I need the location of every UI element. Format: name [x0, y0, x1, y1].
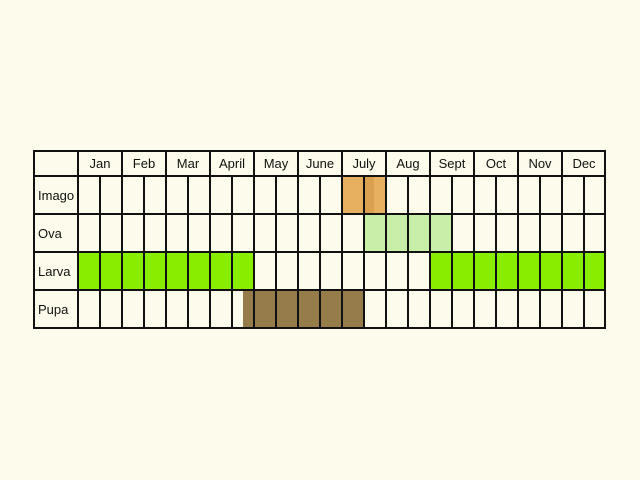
grid-line: [99, 176, 101, 328]
grid-line: [121, 150, 123, 328]
month-header-july: July: [352, 155, 376, 171]
row-label-ova: Ova: [38, 225, 62, 241]
row-label-imago: Imago: [38, 187, 75, 203]
grid-line: [473, 150, 475, 328]
month-header-oct: Oct: [485, 155, 507, 171]
grid-line: [517, 150, 519, 328]
grid-line: [77, 150, 79, 328]
life-cycle-chart: Jan Feb Mar April May June July Aug Sept Oct Nov De…: [33, 150, 606, 329]
larva-phase-cell: [188, 252, 210, 290]
pupa-phase-cell: [276, 290, 298, 328]
pupa-phase-cell: [342, 290, 364, 328]
grid-line: [33, 150, 606, 152]
larva-phase-cell: [474, 252, 496, 290]
imago-phase-cell: [342, 176, 364, 214]
ova-phase-cell: [364, 214, 386, 252]
grid-line: [341, 150, 343, 328]
larva-phase-cell: [518, 252, 540, 290]
month-header-jan: Jan: [89, 155, 111, 171]
grid-line: [363, 176, 365, 328]
larva-phase-cell: [210, 252, 232, 290]
grid-line: [561, 150, 563, 328]
grid-line: [143, 176, 145, 328]
month-header-nov: Nov: [528, 155, 552, 171]
grid-line: [539, 176, 541, 328]
month-header-feb: Feb: [132, 155, 156, 171]
month-header-mar: Mar: [176, 155, 200, 171]
larva-phase-cell: [452, 252, 474, 290]
month-header-june: June: [305, 155, 335, 171]
pupa-phase-cell: [320, 290, 342, 328]
month-header-aug: Aug: [396, 155, 420, 171]
grid-line: [231, 176, 233, 328]
imago-phase-cell: [364, 176, 386, 214]
pupa-phase-cell: [254, 290, 276, 328]
grid-line: [165, 150, 167, 328]
larva-phase-cell: [430, 252, 452, 290]
grid-line: [187, 176, 189, 328]
month-header-april: April: [218, 155, 245, 171]
larva-phase-cell: [232, 252, 254, 290]
grid-line: [297, 150, 299, 328]
month-header-dec: Dec: [572, 155, 596, 171]
row-label-larva: Larva: [38, 263, 71, 279]
larva-phase-cell: [496, 252, 518, 290]
row-label-pupa: Pupa: [38, 301, 69, 317]
grid-line: [209, 150, 211, 328]
grid-line: [407, 176, 409, 328]
grid-line: [33, 150, 35, 328]
ova-phase-cell: [408, 214, 430, 252]
grid-line: [604, 150, 606, 328]
grid-line: [495, 176, 497, 328]
grid-line: [33, 327, 606, 329]
larva-phase-cell: [144, 252, 166, 290]
larva-phase-cell: [122, 252, 144, 290]
pupa-phase-cell: [243, 290, 254, 328]
pupa-phase-cell: [298, 290, 320, 328]
grid-line: [429, 150, 431, 328]
larva-phase-cell: [562, 252, 584, 290]
ova-phase-cell: [430, 214, 452, 252]
grid-line: [253, 150, 255, 328]
month-header-sept: Sept: [438, 155, 466, 171]
month-header-may: May: [263, 155, 289, 171]
grid-line: [451, 176, 453, 328]
grid-line: [385, 150, 387, 328]
larva-phase-cell: [540, 252, 562, 290]
larva-phase-cell: [78, 252, 100, 290]
grid-line: [319, 176, 321, 328]
larva-phase-cell: [166, 252, 188, 290]
ova-phase-cell: [386, 214, 408, 252]
grid-line: [275, 176, 277, 328]
larva-phase-cell: [584, 252, 606, 290]
larva-phase-cell: [100, 252, 122, 290]
grid-line: [583, 176, 585, 328]
